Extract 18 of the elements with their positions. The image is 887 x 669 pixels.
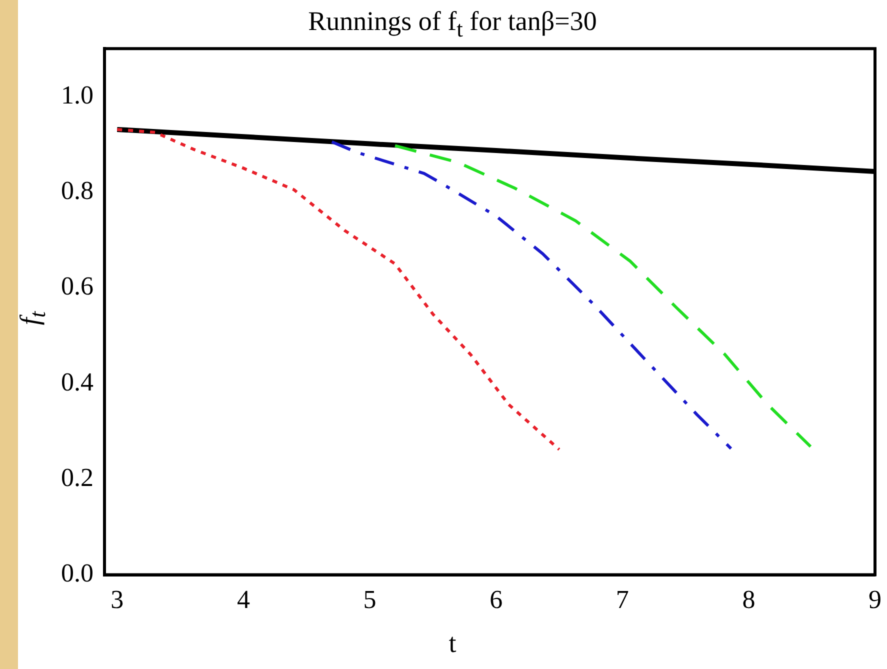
x-axis-title: t (448, 628, 458, 659)
chart-title: Runnings of f$_{t}$ for tanβ=30 (307, 6, 598, 42)
x-tick-label: 7 (616, 585, 629, 614)
x-tick-label: 5 (363, 585, 376, 614)
line-series (394, 144, 812, 448)
x-tick-label: 9 (868, 585, 882, 614)
y-tick-label: 0.6 (61, 272, 94, 301)
y-tick-label: 0.2 (61, 462, 94, 492)
x-tick-label: 4 (236, 585, 250, 614)
y-tick-label: 0.0 (61, 558, 94, 588)
x-tick-label: 3 (110, 585, 124, 614)
y-tick-label: 0.8 (61, 176, 94, 205)
y-tick-label: 0.4 (61, 367, 94, 396)
x-tick-label: 6 (490, 585, 503, 614)
x-tick-label: 8 (742, 585, 756, 614)
y-tick-label: 1.0 (61, 80, 94, 110)
line-series (330, 140, 733, 450)
line-series (116, 128, 561, 451)
